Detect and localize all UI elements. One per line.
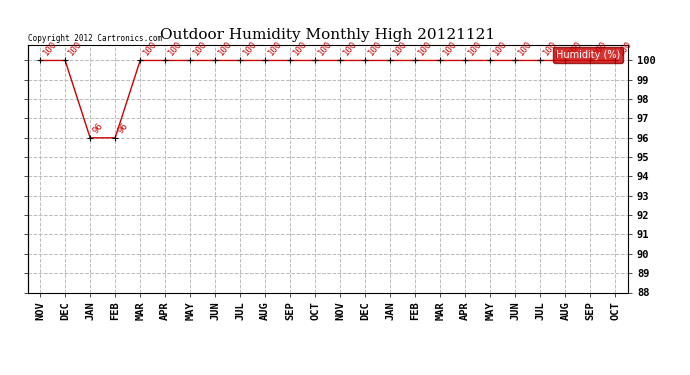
- Text: 100: 100: [141, 39, 159, 58]
- Text: Copyright 2012 Cartronics.com: Copyright 2012 Cartronics.com: [28, 33, 161, 42]
- Text: 100: 100: [66, 39, 83, 58]
- Text: 100: 100: [442, 39, 459, 58]
- Text: 96: 96: [117, 121, 130, 135]
- Legend: Humidity (%): Humidity (%): [553, 47, 623, 63]
- Text: 100: 100: [217, 39, 234, 58]
- Text: 100: 100: [317, 39, 334, 58]
- Text: 100: 100: [517, 39, 534, 58]
- Text: 100: 100: [617, 39, 634, 58]
- Text: 96: 96: [92, 121, 106, 135]
- Text: 100: 100: [417, 39, 434, 58]
- Text: 100: 100: [266, 39, 284, 58]
- Text: 100: 100: [466, 39, 484, 58]
- Text: 100: 100: [392, 39, 409, 58]
- Text: 100: 100: [192, 39, 209, 58]
- Text: 100: 100: [542, 39, 559, 58]
- Text: 100: 100: [342, 39, 359, 58]
- Text: 100: 100: [592, 39, 609, 58]
- Text: 100: 100: [366, 39, 384, 58]
- Text: 100: 100: [166, 39, 184, 58]
- Text: 100: 100: [566, 39, 584, 58]
- Title: Outdoor Humidity Monthly High 20121121: Outdoor Humidity Monthly High 20121121: [160, 28, 495, 42]
- Text: 100: 100: [241, 39, 259, 58]
- Text: 100: 100: [292, 39, 309, 58]
- Text: 100: 100: [492, 39, 509, 58]
- Text: 100: 100: [41, 39, 59, 58]
